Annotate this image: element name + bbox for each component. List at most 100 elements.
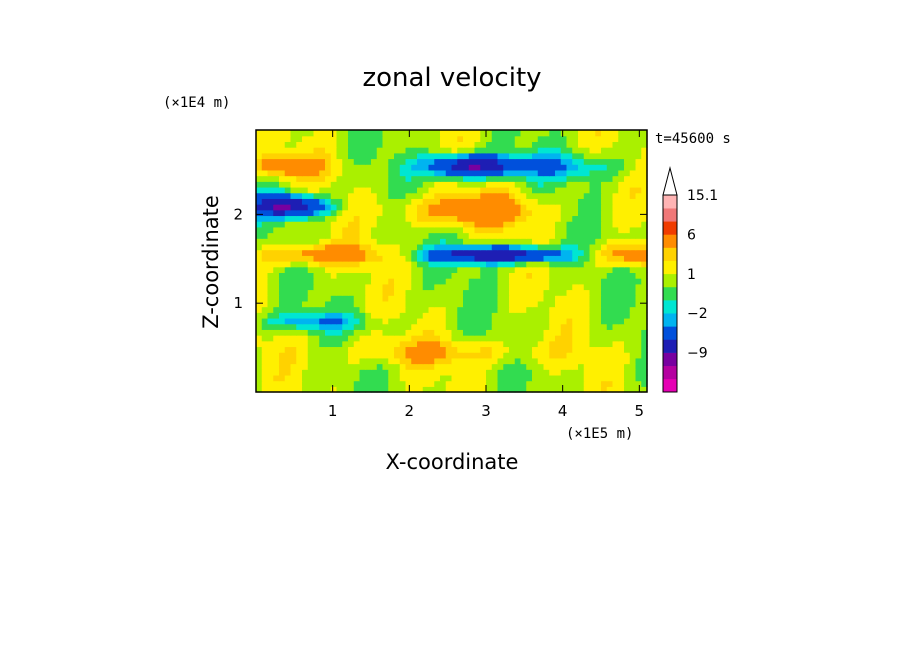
heatmap-cell — [457, 380, 464, 387]
heatmap-cell — [273, 232, 280, 239]
heatmap-cell — [279, 249, 286, 256]
heatmap-cell — [434, 278, 441, 285]
heatmap-cell — [353, 249, 361, 256]
heatmap-cell — [526, 249, 533, 256]
heatmap-cell — [267, 147, 274, 154]
heatmap-cell — [302, 152, 309, 160]
heatmap-cell — [371, 181, 378, 188]
heatmap-cell — [290, 169, 297, 177]
heatmap-cell — [273, 283, 280, 291]
heatmap-cell — [601, 357, 608, 365]
heatmap-cell — [606, 386, 614, 393]
heatmap-cell — [445, 204, 453, 211]
heatmap-cell — [566, 335, 573, 342]
heatmap-cell — [560, 261, 568, 268]
heatmap-cell — [256, 312, 263, 319]
heatmap-cell — [520, 329, 527, 336]
heatmap-cell — [342, 175, 349, 182]
heatmap-cell — [353, 215, 361, 222]
heatmap-cell — [348, 329, 355, 336]
heatmap-cell — [566, 295, 573, 302]
heatmap-cell — [330, 135, 338, 142]
heatmap-cell — [497, 266, 504, 273]
heatmap-cell — [543, 340, 550, 348]
heatmap-cell — [405, 374, 412, 382]
heatmap-cell — [388, 181, 395, 188]
heatmap-cell — [336, 289, 343, 296]
heatmap-cell — [624, 380, 631, 387]
heatmap-cell — [371, 261, 378, 268]
heatmap-cell — [468, 266, 476, 273]
heatmap-cell — [624, 209, 631, 217]
heatmap-cell — [336, 181, 343, 188]
heatmap-cell — [365, 380, 372, 387]
heatmap-cell — [434, 175, 441, 182]
heatmap-cell — [543, 226, 550, 234]
heatmap-cell — [629, 232, 637, 239]
heatmap-cell — [578, 266, 585, 273]
heatmap-cell — [543, 335, 550, 342]
heatmap-cell — [261, 243, 269, 251]
heatmap-cell — [601, 147, 608, 154]
heatmap-cell — [486, 306, 493, 313]
heatmap-cell — [503, 215, 510, 222]
heatmap-cell — [601, 164, 608, 171]
heatmap-cell — [365, 209, 372, 217]
heatmap-cell — [509, 243, 516, 251]
heatmap-cell — [388, 272, 395, 279]
heatmap-cell — [629, 243, 637, 251]
heatmap-cell — [273, 266, 280, 273]
heatmap-cell — [428, 380, 435, 387]
heatmap-cell — [417, 243, 424, 251]
heatmap-cell — [468, 323, 476, 330]
heatmap-cell — [348, 209, 355, 217]
heatmap-cell — [595, 130, 602, 137]
heatmap-cell — [330, 130, 338, 137]
heatmap-cell — [595, 295, 602, 302]
heatmap-cell — [267, 340, 274, 348]
heatmap-cell — [601, 238, 608, 245]
heatmap-cell — [336, 352, 343, 359]
heatmap-cell — [256, 181, 263, 188]
heatmap-cell — [555, 209, 562, 217]
heatmap-cell — [411, 323, 418, 330]
heatmap-cell — [261, 255, 269, 262]
heatmap-cell — [509, 283, 516, 291]
heatmap-cell — [555, 386, 562, 393]
heatmap-cell — [549, 164, 556, 171]
heatmap-cell — [641, 335, 648, 342]
heatmap-cell — [273, 312, 280, 319]
heatmap-cell — [480, 357, 487, 365]
heatmap-cell — [514, 164, 522, 171]
heatmap-cell — [549, 306, 556, 313]
heatmap-cell — [399, 283, 407, 291]
heatmap-cell — [296, 369, 303, 376]
heatmap-cell — [468, 152, 476, 160]
heatmap-cell — [325, 141, 332, 148]
heatmap-cell — [641, 272, 648, 279]
heatmap-cell — [371, 295, 378, 302]
heatmap-cell — [606, 261, 614, 268]
heatmap-cell — [290, 255, 297, 262]
heatmap-cell — [578, 278, 585, 285]
heatmap-cell — [526, 323, 533, 330]
heatmap-cell — [428, 346, 435, 353]
heatmap-cell — [394, 226, 401, 234]
heatmap-cell — [365, 283, 372, 291]
heatmap-cell — [451, 278, 458, 285]
heatmap-cell — [330, 152, 338, 160]
heatmap-cell — [422, 346, 430, 353]
heatmap-cell — [279, 255, 286, 262]
heatmap-cell — [503, 323, 510, 330]
heatmap-cell — [572, 306, 579, 313]
heatmap-cell — [382, 169, 389, 177]
heatmap-cell — [353, 226, 361, 234]
heatmap-cell — [497, 374, 504, 382]
heatmap-cell — [560, 317, 568, 325]
heatmap-cell — [555, 238, 562, 245]
heatmap-cell — [635, 352, 642, 359]
heatmap-cell — [336, 204, 343, 211]
heatmap-cell — [589, 386, 596, 393]
heatmap-cell — [578, 147, 585, 154]
heatmap-cell — [313, 261, 320, 268]
